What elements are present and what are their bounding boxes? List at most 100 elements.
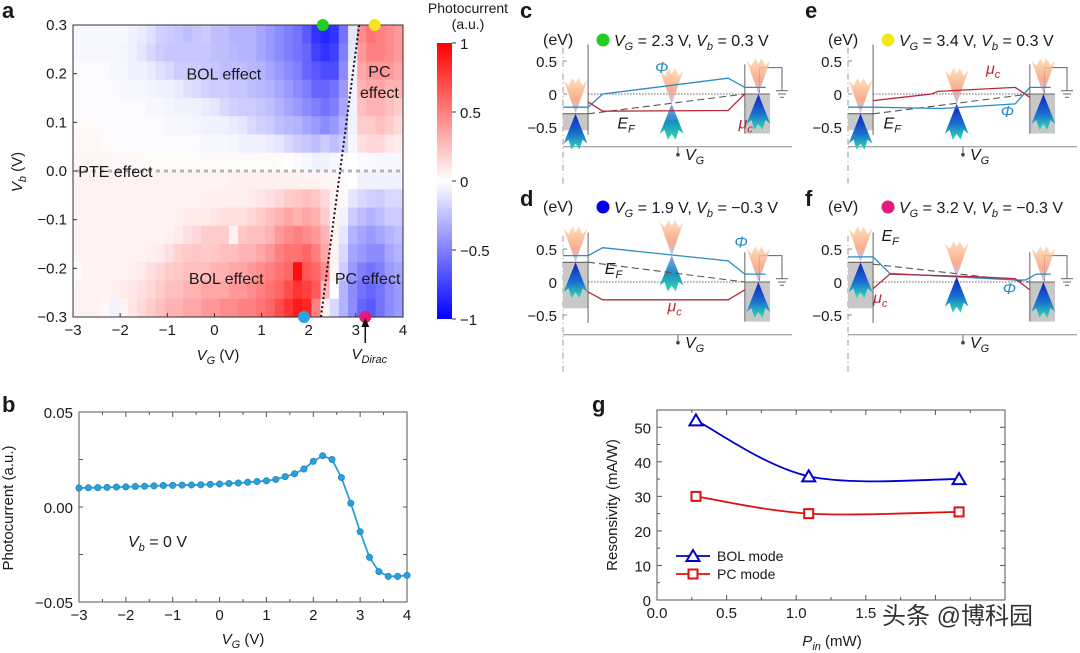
heatmap-cell bbox=[384, 79, 395, 99]
heatmap-cell bbox=[265, 43, 276, 63]
gate-label: VG bbox=[685, 147, 705, 167]
heatmap-cell bbox=[265, 189, 276, 209]
heatmap-cell bbox=[201, 134, 212, 154]
data-point bbox=[356, 528, 364, 536]
heatmap-cell bbox=[265, 244, 276, 263]
heatmap-cell bbox=[201, 171, 212, 190]
panel-letter-d: d bbox=[520, 186, 533, 211]
heatmap-cell bbox=[329, 134, 340, 154]
heatmap-cell bbox=[183, 171, 193, 190]
heatmap-cell bbox=[357, 244, 367, 263]
heatmap-cell bbox=[375, 262, 386, 282]
heatmap-cell bbox=[91, 134, 102, 154]
heatmap-cell bbox=[164, 262, 175, 282]
heatmap-cell bbox=[164, 134, 175, 154]
heatmap-cell bbox=[192, 262, 202, 282]
heatmap-cell bbox=[256, 280, 267, 300]
heatmap-cell bbox=[219, 207, 230, 227]
heatmap-cell bbox=[329, 25, 340, 44]
heatmap-cell bbox=[293, 244, 303, 263]
heatmap-cell bbox=[173, 134, 184, 154]
heatmap-cell bbox=[311, 262, 322, 282]
marker-dot-f bbox=[359, 311, 372, 323]
heatmap-cell bbox=[137, 225, 147, 245]
heatmap-cell bbox=[201, 98, 212, 117]
heatmap-cell bbox=[192, 61, 202, 81]
data-point bbox=[394, 572, 402, 580]
heatmap-cell bbox=[109, 225, 120, 245]
heatmap-cell bbox=[219, 262, 230, 282]
data-point bbox=[75, 484, 83, 492]
heatmap-cell bbox=[109, 134, 120, 154]
heatmap-cell bbox=[173, 207, 184, 227]
heatmap-cell bbox=[265, 171, 276, 190]
heatmap-cell bbox=[228, 171, 239, 190]
conduction-cone bbox=[746, 58, 771, 94]
panel-c: c(eV) VG = 2.3 V, Vb = 0.3 V0.50−0.5VGΦμc… bbox=[520, 0, 792, 187]
heatmap-cell bbox=[118, 79, 129, 99]
heatmap-cell bbox=[311, 61, 322, 81]
heatmap-cell bbox=[137, 61, 147, 81]
ef-label-sub: F bbox=[628, 123, 636, 135]
conduction-cone bbox=[1031, 58, 1056, 94]
heatmap-cell bbox=[293, 280, 303, 300]
heatmap-cell bbox=[302, 79, 312, 99]
x-tick-label: −2 bbox=[117, 607, 134, 624]
heatmap-cell bbox=[201, 298, 212, 318]
heatmap-cell bbox=[228, 79, 239, 99]
x-tick-label: 3 bbox=[352, 322, 360, 339]
heatmap-cell bbox=[201, 189, 212, 209]
heatmap-cell bbox=[109, 189, 120, 209]
heatmap-cell bbox=[155, 262, 166, 282]
heatmap-cell bbox=[228, 244, 239, 263]
heatmap-cell bbox=[274, 134, 285, 154]
heatmap-cell bbox=[293, 207, 303, 227]
mu-c-label: μc bbox=[985, 61, 1001, 81]
heatmap-cell bbox=[118, 189, 129, 209]
fermi-level-dashed-line bbox=[588, 261, 745, 283]
heatmap-cell bbox=[366, 152, 377, 172]
heatmap-cell bbox=[320, 189, 331, 209]
mu-c-label: μc bbox=[667, 299, 683, 319]
chemical-potential-line bbox=[587, 93, 746, 112]
heatmap-cell bbox=[100, 152, 111, 172]
heatmap-cell bbox=[247, 262, 257, 282]
heatmap-cell bbox=[210, 152, 221, 172]
heatmap-cell bbox=[128, 116, 138, 136]
heatmap-cell bbox=[375, 79, 386, 99]
legend-marker bbox=[687, 568, 699, 580]
heatmap-cell bbox=[128, 61, 138, 81]
gate-label-sub: G bbox=[981, 155, 990, 167]
heatmap-cell bbox=[357, 98, 367, 117]
series-line-pc-mode bbox=[695, 495, 960, 516]
heatmap-cell bbox=[164, 98, 175, 117]
heatmap-cell bbox=[219, 171, 230, 190]
heatmap-cell bbox=[329, 116, 340, 136]
heatmap-cell bbox=[338, 244, 349, 263]
heatmap-cell bbox=[329, 189, 340, 209]
heatmap-cell bbox=[91, 280, 102, 300]
colorbar-unit: (a.u.) bbox=[452, 16, 485, 32]
heatmap-cell bbox=[283, 134, 294, 154]
heatmap-cell bbox=[219, 79, 230, 99]
heatmap-cell bbox=[293, 25, 303, 44]
gate-terminal bbox=[961, 340, 965, 345]
heatmap-cell bbox=[173, 189, 184, 209]
heatmap-cell bbox=[348, 225, 358, 245]
heatmap-cell bbox=[293, 134, 303, 154]
heatmap-cell bbox=[293, 43, 303, 63]
ef-label: EF bbox=[881, 228, 900, 248]
heatmap-cell bbox=[393, 225, 404, 245]
heatmap-cell bbox=[384, 262, 395, 282]
data-point bbox=[347, 499, 355, 507]
heatmap-cell bbox=[357, 25, 367, 44]
data-point bbox=[178, 481, 186, 489]
fermi-level-dashed-line bbox=[873, 263, 1030, 283]
heatmap-cell bbox=[338, 225, 349, 245]
energy-tick-label: −0.5 bbox=[812, 308, 842, 325]
heatmap-cell bbox=[173, 25, 184, 44]
heatmap-cell bbox=[320, 298, 331, 318]
heatmap-cell bbox=[256, 43, 267, 63]
heatmap-cell bbox=[109, 244, 120, 263]
heatmap-cell bbox=[82, 171, 92, 190]
